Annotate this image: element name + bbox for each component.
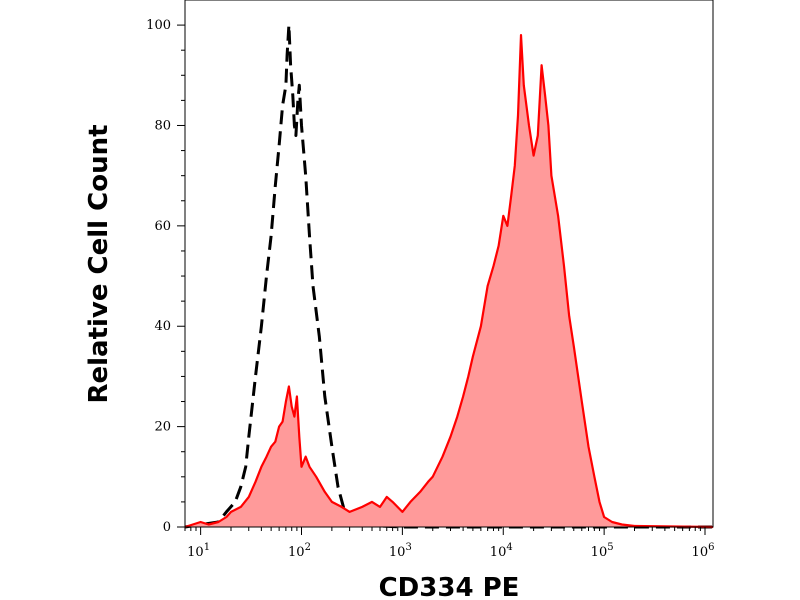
series-line-filled: [184, 34, 714, 529]
x-tick-label: 101: [187, 542, 210, 560]
x-tick-label: 105: [591, 542, 614, 560]
y-tick-label: 60: [154, 219, 171, 234]
y-tick-label: 100: [146, 18, 171, 33]
y-axis-title: Relative Cell Count: [84, 124, 114, 403]
y-tick-label: 20: [154, 420, 171, 435]
series-line-dashed: [184, 23, 713, 529]
y-axis: 0 20 40 60 80 100: [146, 18, 185, 535]
y-tick-label: 0: [163, 520, 171, 535]
series-area-fill: [185, 35, 713, 527]
x-tick-label: 106: [692, 542, 715, 560]
y-tick-label: 40: [154, 319, 171, 334]
plot-frame: [184, 0, 714, 528]
x-tick-label: 104: [490, 542, 513, 560]
x-tick-label: 103: [389, 542, 412, 560]
x-axis: 101 102 103 104 105 106: [184, 527, 715, 560]
x-axis-title: CD334 PE: [379, 573, 520, 600]
y-tick-label: 80: [154, 118, 171, 133]
x-tick-label: 102: [288, 542, 311, 560]
plot-area: [184, 23, 714, 529]
